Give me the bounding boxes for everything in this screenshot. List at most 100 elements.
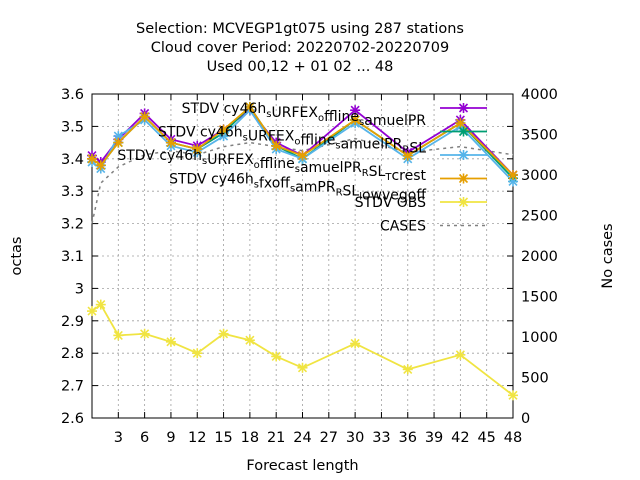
x-tick-label: 48 [504, 430, 522, 446]
y2-tick-label: 2000 [521, 249, 558, 265]
y2-tick-label: 1000 [521, 330, 558, 346]
y-tick-label: 3 [75, 281, 84, 297]
x-tick-label: 21 [267, 430, 285, 446]
series-point-3 [139, 111, 150, 122]
legend-item-2: STDV cy46hsURFEXofflinesamuelPRRSLTcrest [117, 148, 487, 184]
y2-axis-ticks: 0 500 1000 1500 2000 2500 3000 3500 4000 [521, 87, 558, 427]
y-tick-label: 2.7 [61, 379, 84, 395]
series-point-4 [113, 330, 124, 341]
y2-tick-label: 0 [521, 411, 530, 427]
series-5 [91, 137, 514, 224]
series-point-4 [192, 348, 203, 359]
series-point-3 [402, 150, 413, 161]
chart-title: Selection: MCVEGP1gt075 using 287 statio… [136, 21, 464, 75]
series-point-3 [297, 150, 308, 161]
series-point-4 [95, 299, 106, 310]
y-tick-label: 3.2 [61, 217, 84, 233]
series-point-4 [271, 351, 282, 362]
legend-label: CASES [380, 219, 426, 235]
y2-tick-label: 1500 [521, 290, 558, 306]
series-point-4 [402, 364, 413, 375]
x-tick-label: 9 [166, 430, 175, 446]
series-point-3 [165, 137, 176, 148]
series-point-3 [113, 137, 124, 148]
legend-marker [458, 103, 469, 113]
x-tick-label: 3 [114, 430, 123, 446]
series-point-3 [508, 170, 518, 180]
title-line-1: Cloud cover Period: 20220702-20220709 [151, 40, 450, 56]
x-tick-label: 33 [372, 430, 390, 446]
series-point-4 [218, 328, 229, 339]
series-point-3 [455, 118, 466, 129]
series-point-3 [271, 140, 282, 151]
series-point-4 [297, 362, 308, 373]
y-tick-label: 2.8 [61, 346, 84, 362]
y-tick-label: 3.5 [61, 119, 84, 135]
legend-item-1: STDV cy46hsURFEXofflinesamuelPRRSL [158, 125, 487, 157]
series-point-0 [350, 105, 361, 116]
y-tick-label: 3.1 [61, 249, 84, 265]
series-point-3 [218, 124, 229, 135]
series-point-4 [455, 349, 466, 360]
x-tick-label: 36 [399, 430, 417, 446]
x-tick-label: 6 [140, 430, 149, 446]
series-point-4 [87, 306, 97, 317]
y2-tick-label: 4000 [521, 87, 558, 103]
x-axis-label: Forecast length [246, 458, 358, 474]
y-axis-ticks: 2.6 2.7 2.8 2.9 3 3.1 3.2 3.3 3.4 3.5 3.6 [61, 87, 513, 427]
series-point-3 [87, 153, 97, 164]
legend-item-0: STDV cy46hsURFEXofflinesamuelPR [182, 101, 487, 129]
series-line-5 [91, 137, 514, 224]
series-point-3 [192, 144, 203, 155]
y2-tick-label: 2500 [521, 209, 558, 225]
series-point-3 [244, 101, 255, 112]
x-tick-label: 15 [214, 430, 232, 446]
y-tick-label: 2.9 [61, 314, 84, 330]
x-tick-label: 39 [425, 430, 443, 446]
y-axis-label: octas [9, 237, 25, 276]
series-point-3 [95, 160, 106, 171]
y-tick-label: 2.6 [61, 411, 84, 427]
series-group [87, 101, 518, 401]
title-line-0: Selection: MCVEGP1gt075 using 287 statio… [136, 21, 464, 37]
series-point-2 [218, 131, 229, 142]
series-point-3 [350, 114, 361, 125]
series-3 [87, 101, 518, 180]
y-tick-label: 3.3 [61, 184, 84, 200]
legend-marker [458, 126, 469, 137]
series-point-4 [165, 336, 176, 347]
legend-item-3: STDV cy46hsfxoffsamPRRSLlowvegoff [169, 172, 487, 204]
y2-axis-label: No cases [600, 223, 616, 288]
legend-marker [458, 173, 469, 184]
x-tick-label: 30 [346, 430, 364, 446]
title-line-2: Used 00,12 + 01 02 ... 48 [207, 59, 394, 75]
y2-tick-label: 500 [521, 371, 549, 387]
legend-marker [458, 150, 469, 160]
legend-marker [458, 197, 469, 207]
series-point-4 [244, 335, 255, 346]
series-line-3 [91, 105, 514, 176]
legend-label: STDV cy46hsURFEXofflinesamuelPRRSLTcrest [117, 148, 426, 184]
x-tick-label: 42 [451, 430, 469, 446]
x-axis-ticks: 3 6 9 12 15 18 21 24 27 30 33 36 39 42 45 48 [114, 94, 522, 446]
y-tick-label: 3.4 [61, 152, 84, 168]
legend-label: STDV cy46hsURFEXofflinesamuelPRRSL [158, 125, 426, 157]
legend-label: STDV cy46hsfxoffsamPRRSLlowvegoff [169, 172, 426, 204]
x-tick-label: 24 [293, 430, 311, 446]
y2-tick-label: 3000 [521, 168, 558, 184]
x-tick-label: 27 [320, 430, 338, 446]
x-tick-label: 12 [188, 430, 206, 446]
legend-label: STDV OBS [355, 195, 426, 211]
series-4 [87, 299, 518, 401]
series-point-4 [139, 328, 150, 339]
series-point-4 [350, 338, 361, 349]
series-line-2 [91, 108, 514, 183]
series-point-4 [508, 390, 518, 401]
y-tick-label: 3.6 [61, 87, 84, 103]
x-tick-label: 18 [241, 430, 259, 446]
y2-tick-label: 3500 [521, 128, 558, 144]
legend-item-4: STDV OBS [355, 195, 487, 211]
x-tick-label: 45 [477, 430, 495, 446]
